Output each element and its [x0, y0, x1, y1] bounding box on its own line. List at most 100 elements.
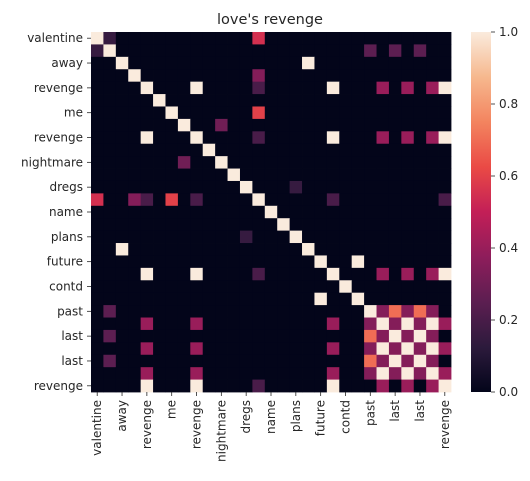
- heatmap-cell: [91, 329, 104, 343]
- heatmap-cell: [401, 292, 415, 306]
- heatmap-cell: [91, 243, 104, 256]
- heatmap-cell: [252, 255, 266, 269]
- heatmap-cell: [227, 329, 241, 343]
- heatmap-cell: [339, 94, 353, 107]
- heatmap-cell: [438, 379, 452, 393]
- heatmap-cell: [264, 143, 278, 157]
- heatmap-cell: [401, 379, 415, 393]
- heatmap-cell: [91, 267, 104, 281]
- heatmap-cell: [277, 305, 291, 318]
- y-tick-label: future: [47, 255, 83, 269]
- heatmap-cell: [239, 218, 253, 232]
- heatmap-cell: [128, 143, 142, 157]
- heatmap-cell: [227, 81, 241, 95]
- heatmap-cell: [302, 292, 315, 306]
- heatmap-cell: [277, 69, 291, 83]
- heatmap-cell: [239, 118, 253, 132]
- heatmap-cell: [227, 44, 241, 58]
- heatmap-cell: [252, 106, 266, 120]
- heatmap-cell: [277, 56, 291, 70]
- heatmap-cell: [401, 317, 415, 331]
- heatmap-cell: [388, 143, 402, 157]
- heatmap-cell: [215, 118, 228, 132]
- heatmap-cell: [413, 317, 427, 331]
- heatmap-cell: [426, 131, 439, 145]
- heatmap-cell: [115, 81, 129, 95]
- heatmap-cell: [339, 44, 353, 58]
- heatmap-cell: [289, 44, 303, 58]
- heatmap-cell: [252, 379, 266, 393]
- heatmap-cell: [115, 230, 129, 244]
- heatmap-cell: [239, 168, 253, 182]
- heatmap-cell: [252, 168, 266, 182]
- heatmap-cell: [91, 56, 104, 70]
- heatmap-cell: [438, 106, 452, 120]
- heatmap-cell: [252, 243, 266, 256]
- heatmap-cell: [153, 292, 166, 306]
- heatmap-cell: [140, 156, 154, 169]
- heatmap-cell: [103, 56, 117, 70]
- heatmap-cell: [140, 106, 154, 120]
- heatmap-cell: [153, 106, 166, 120]
- heatmap-cell: [388, 218, 402, 232]
- heatmap-cell: [252, 69, 266, 83]
- heatmap-cell: [140, 32, 154, 45]
- heatmap-cell: [202, 131, 216, 145]
- heatmap-cell: [413, 243, 427, 256]
- heatmap-cell: [364, 230, 377, 244]
- heatmap-cell: [153, 156, 166, 169]
- heatmap-cell: [202, 168, 216, 182]
- y-tick-label: last: [61, 354, 83, 368]
- heatmap-cell: [165, 230, 179, 244]
- heatmap-cell: [140, 56, 154, 70]
- heatmap-cell: [426, 81, 439, 95]
- heatmap-cell: [165, 354, 179, 368]
- heatmap-cell: [91, 106, 104, 120]
- heatmap-cell: [239, 131, 253, 145]
- heatmap-cell: [314, 267, 328, 281]
- heatmap-cell: [438, 193, 452, 207]
- heatmap-cell: [264, 205, 278, 219]
- heatmap-cell: [326, 243, 340, 256]
- heatmap-cell: [128, 81, 142, 95]
- heatmap-cell: [401, 230, 415, 244]
- heatmap-cell: [264, 280, 278, 294]
- heatmap-cell: [289, 168, 303, 182]
- heatmap-cell: [190, 342, 204, 356]
- heatmap-cell: [202, 156, 216, 169]
- heatmap-cell: [401, 267, 415, 281]
- x-tick-label: revenge: [438, 400, 452, 449]
- heatmap-cell: [289, 218, 303, 232]
- heatmap-cell: [438, 205, 452, 219]
- heatmap-cell: [413, 118, 427, 132]
- heatmap-cell: [364, 69, 377, 83]
- heatmap-cell: [314, 230, 328, 244]
- heatmap-cell: [252, 180, 266, 194]
- heatmap-cell: [190, 168, 204, 182]
- heatmap-cell: [91, 205, 104, 219]
- x-tick-label: last: [413, 400, 427, 422]
- heatmap-cell: [376, 180, 390, 194]
- heatmap-cell: [351, 193, 365, 207]
- heatmap-cell: [115, 267, 129, 281]
- heatmap-cell: [364, 243, 377, 256]
- heatmap-cell: [401, 367, 415, 380]
- heatmap-cell: [326, 131, 340, 145]
- heatmap-cell: [289, 354, 303, 368]
- heatmap-cell: [413, 32, 427, 45]
- heatmap-cell: [103, 81, 117, 95]
- heatmap-cell: [252, 94, 266, 107]
- heatmap-cell: [364, 168, 377, 182]
- heatmap-cell: [128, 106, 142, 120]
- heatmap-cell: [401, 280, 415, 294]
- heatmap-cell: [215, 379, 228, 393]
- heatmap-cell: [215, 143, 228, 157]
- heatmap-cell: [376, 342, 390, 356]
- heatmap-cell: [326, 230, 340, 244]
- heatmap-cell: [388, 379, 402, 393]
- heatmap-cell: [128, 193, 142, 207]
- heatmap-cell: [413, 156, 427, 169]
- heatmap-cell: [302, 354, 315, 368]
- heatmap-cell: [103, 267, 117, 281]
- heatmap-cell: [326, 118, 340, 132]
